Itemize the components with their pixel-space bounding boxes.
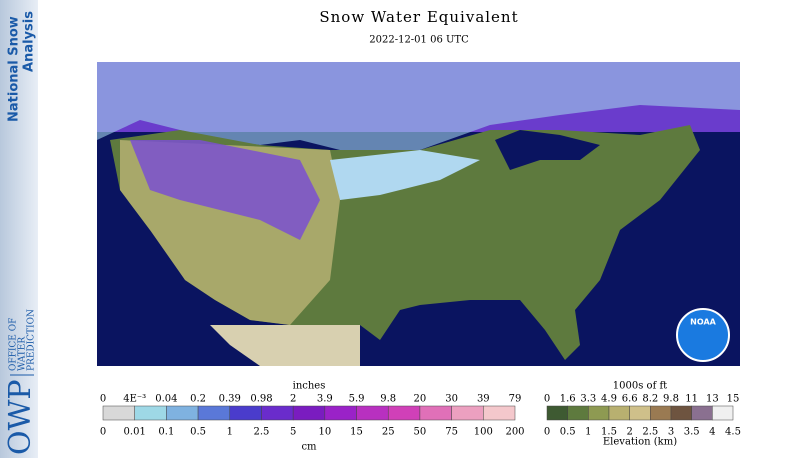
great-lakes (495, 130, 600, 170)
legend-bottom-label: 200 (505, 427, 524, 438)
legend-bottom-label: 50 (414, 427, 427, 438)
org-line: OFFICE OF (9, 318, 19, 371)
legend-bottom-label: 0.5 (190, 427, 206, 438)
legend-swatch (387, 405, 421, 421)
legend-top-label: 20 (414, 394, 427, 405)
legend-top-label: 15 (727, 394, 740, 405)
legend-swatch (546, 405, 568, 421)
legend-bottom-label: 3.5 (684, 427, 700, 438)
legend-swatch (134, 405, 167, 421)
legend-swatch (567, 405, 589, 421)
org-abbrev: OWP (3, 379, 38, 455)
org-line: WATER (18, 337, 28, 371)
legend-top-label: 8.2 (642, 394, 658, 405)
legend-top-label: 0.04 (155, 394, 177, 405)
legend-top-label: 0 (100, 394, 106, 405)
legend-top-label: 3.9 (317, 394, 333, 405)
legend-swatch (229, 405, 262, 421)
legend-unit: inches (293, 381, 326, 392)
legend-top-label: 3.3 (580, 394, 596, 405)
legend-swatch (166, 405, 199, 421)
legend-swatch (419, 405, 452, 421)
legend-bottom-label: 2.5 (254, 427, 270, 438)
legend-swatch (261, 405, 294, 421)
legend-swatch (588, 405, 610, 421)
legend-top-label: 0 (544, 394, 550, 405)
legend-swatch (324, 405, 357, 421)
legend-swatch (650, 405, 672, 421)
legend-swatch (483, 405, 516, 421)
legend-swatch (102, 405, 135, 421)
legend-bottom-label: 4 (709, 427, 715, 438)
mexico-land (210, 325, 360, 366)
legend-swatch (691, 405, 713, 421)
legend-top-label: 13 (706, 394, 719, 405)
legend-bottom-label: 0.01 (124, 427, 146, 438)
legend-swatch (292, 405, 326, 421)
legend-bottom-label: 75 (445, 427, 458, 438)
legend-top-label: 39 (477, 394, 490, 405)
legend-top-label: 1.6 (560, 394, 576, 405)
legend-bottom-label: 25 (382, 427, 395, 438)
legend-top-label: 4.9 (601, 394, 617, 405)
noaa-text: NOAA (690, 318, 716, 327)
legend-swatch (629, 405, 651, 421)
legend-bottom-label: 5 (290, 427, 296, 438)
title: Snow Water Equivalent (319, 8, 518, 26)
product-name: National Snow Analysis (7, 11, 37, 122)
western-snow (130, 140, 320, 240)
product-line: Analysis (22, 11, 37, 72)
legend-bottom-label: 100 (474, 427, 493, 438)
legend-bottom-label: 1 (227, 427, 233, 438)
legend-top-label: 2 (290, 394, 296, 405)
legend-swatch (670, 405, 692, 421)
legend-top-label: 79 (509, 394, 522, 405)
legend-top-label: 30 (445, 394, 458, 405)
org-line: PREDICTION (27, 309, 37, 371)
legend-bottom-label: 3 (668, 427, 674, 438)
map: NOAA (97, 62, 740, 366)
noaa-logo (676, 308, 730, 362)
legend-unit: cm (301, 442, 317, 453)
legend-top-label: 0.98 (250, 394, 272, 405)
legend-top-label: 9.8 (663, 394, 679, 405)
sidebar (0, 0, 38, 458)
legend-top-label: 0.2 (190, 394, 206, 405)
legend-unit: Elevation (km) (603, 437, 677, 448)
legend-swatch (197, 405, 231, 421)
legend-bottom-label: 1.5 (601, 427, 617, 438)
snow-band (97, 62, 740, 150)
legend-swatch (451, 405, 484, 421)
legend-bottom-label: 2 (626, 427, 632, 438)
legend-bottom-label: 1 (585, 427, 591, 438)
legend-top-label: 5.9 (349, 394, 365, 405)
legend-bottom-label: 10 (318, 427, 331, 438)
legend-swatch (712, 405, 734, 421)
legend-unit: 1000s of ft (613, 381, 667, 392)
plains-snow (330, 150, 480, 200)
legend-swatch (356, 405, 389, 421)
legend-bottom-label: 15 (350, 427, 363, 438)
legend-top-label: 4E⁻³ (123, 394, 146, 405)
legend-top-label: 0.39 (219, 394, 241, 405)
legend-bottom-label: 0.1 (158, 427, 174, 438)
legend-top-label: 6.6 (622, 394, 638, 405)
subtitle: 2022-12-01 06 UTC (369, 35, 469, 46)
org-logo: OWP OFFICE OF WATER PREDICTION (3, 309, 38, 455)
product-line: National Snow (7, 16, 22, 122)
legend-bottom-label: 0 (544, 427, 550, 438)
legend-top-label: 11 (685, 394, 698, 405)
legend-bottom-label: 0 (100, 427, 106, 438)
legend-bottom-label: 2.5 (642, 427, 658, 438)
legend-bottom-label: 0.5 (560, 427, 576, 438)
legend-top-label: 9.8 (380, 394, 396, 405)
legend-swatch (608, 405, 630, 421)
legend-bottom-label: 4.5 (725, 427, 741, 438)
